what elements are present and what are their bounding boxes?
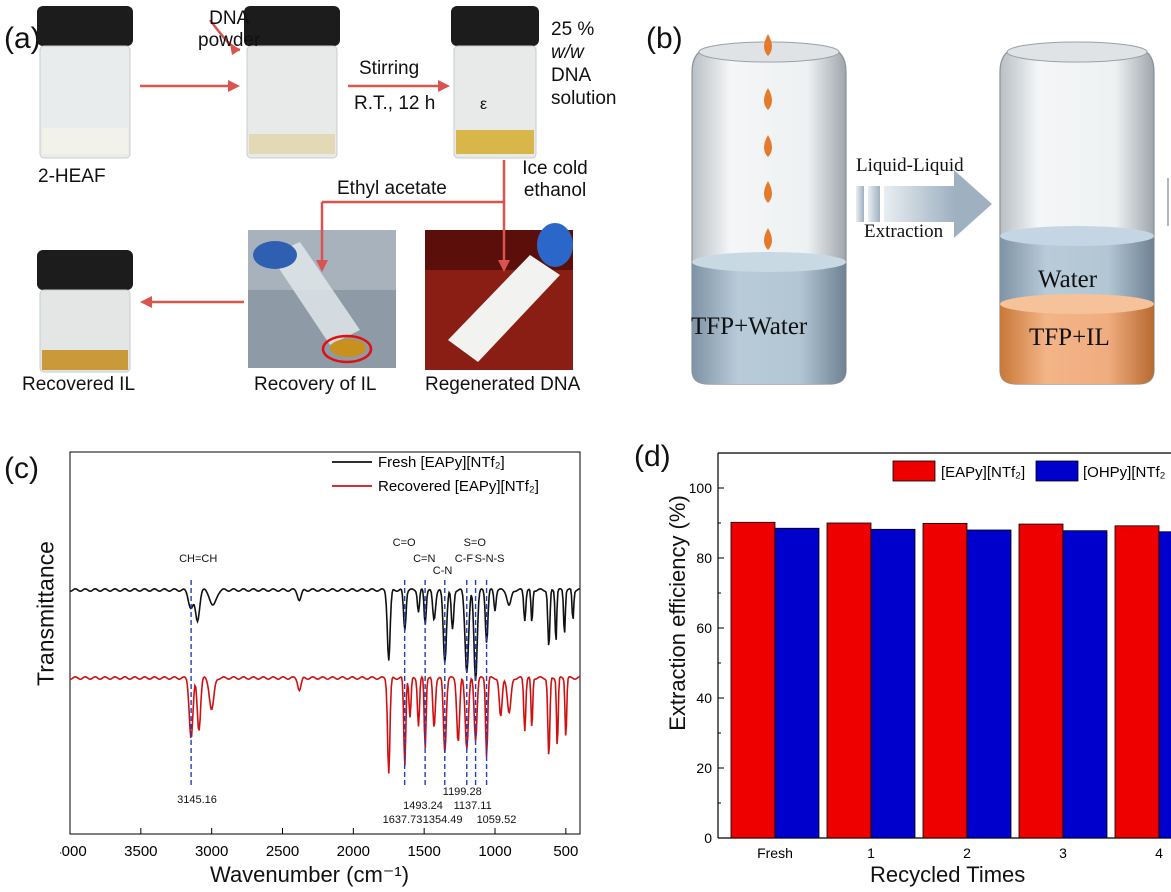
panel-b-letter: (b) <box>646 22 683 55</box>
legend-fresh-label: Fresh [EAPy][NTf₂] <box>378 454 505 471</box>
peak-value-3: 1354.49 <box>423 814 463 826</box>
xtick-label-1: 1 <box>867 845 875 861</box>
can-left <box>691 41 847 385</box>
label-rt: R.T., 12 h <box>354 93 436 114</box>
bar-chart-plot: 0 20 40 60 80 100 Fresh 1 2 3 4 [EAPy][NTf₂] [OHPy][… <box>690 452 1171 861</box>
label-regenerated-dna: Regenerated DNA <box>425 374 581 395</box>
label-water: Water <box>1038 266 1098 293</box>
legend-s2-label: [OHPy][NTf₂ <box>1083 464 1166 481</box>
panel-a-letter: (a) <box>4 22 41 55</box>
peak-label-4: C-F <box>455 553 474 565</box>
bar-s1-0 <box>730 521 776 839</box>
xtick-label-5: 1500 <box>407 843 440 860</box>
label-extraction: Extraction <box>864 221 944 242</box>
label-dna-powder: DNA powder <box>198 8 261 51</box>
bar-s1-2 <box>922 522 968 839</box>
label-recovery-of-il: Recovery of IL <box>254 374 377 395</box>
xtick-label-2: 3000 <box>195 843 228 860</box>
panel-d-xlabel: Recycled Times <box>870 862 1026 887</box>
label-2heaf: 2-HEAF <box>38 166 106 187</box>
panel-d-letter: (d) <box>634 440 671 473</box>
peak-value-4: 1199.28 <box>443 786 482 798</box>
vial-dna-solution <box>451 6 539 159</box>
label-stirring: Stirring <box>359 58 420 79</box>
panel-c-letter: (c) <box>4 452 39 485</box>
peak-label-0: CH=CH <box>179 553 217 565</box>
xtick-label-1: 3500 <box>124 843 157 860</box>
ytick-label-4: 80 <box>696 550 712 566</box>
xtick-label-0: Fresh <box>757 845 793 861</box>
ytick-label-5: 100 <box>690 480 712 496</box>
label-tfp-il: TFP+IL <box>1029 324 1110 351</box>
peak-label-5: S=O <box>464 537 487 549</box>
peak-value-5: 1137.11 <box>454 800 492 812</box>
bar-s1-1 <box>826 522 872 839</box>
ytick-label-1: 20 <box>696 760 712 776</box>
label-recovered-il: Recovered IL <box>22 374 136 395</box>
plot-frame <box>69 451 581 835</box>
photo-regenerated-dna <box>425 223 573 370</box>
label-liquid-liquid: Liquid-Liquid <box>856 155 964 176</box>
xtick-label-6: 1000 <box>478 843 511 860</box>
peak-value-2: 1493.24 <box>403 800 443 812</box>
vial-recovered-il <box>37 250 133 373</box>
bar-s2-0 <box>774 527 820 839</box>
bar-s2-3 <box>1062 530 1108 839</box>
label-ice-ethanol: Ice cold ethanol <box>522 158 588 201</box>
xtick-label-3: 2500 <box>266 843 299 860</box>
panel-d-ylabel: Extraction efficiency (%) <box>665 495 690 731</box>
panel-a-figure <box>37 6 573 373</box>
label-tfp-water: TFP+Water <box>691 313 808 340</box>
peak-label-6: S-N-S <box>475 553 505 565</box>
bar-s2-2 <box>966 529 1012 839</box>
ytick-label-3: 60 <box>696 620 712 636</box>
xtick-label-2: 2 <box>963 845 971 861</box>
vial-2heaf <box>37 6 133 159</box>
bar-s1-3 <box>1018 523 1064 839</box>
panel-c-xlabel: Wavenumber (cm⁻¹) <box>210 862 410 887</box>
bar-s2-1 <box>870 528 916 839</box>
series-fresh <box>70 587 581 681</box>
label-dna-solution: 25 % w/w DNA solution <box>551 19 617 109</box>
droplets <box>764 34 772 250</box>
xtick-label-4: 2000 <box>337 843 370 860</box>
can-right <box>999 41 1155 385</box>
xtick-label-7: 500 <box>553 843 578 860</box>
panel-c-ylabel: Transmittance <box>32 541 59 686</box>
label-ethyl-acetate: Ethyl acetate <box>337 178 447 199</box>
vial-mark: ε <box>480 96 488 113</box>
xtick-label-3: 3 <box>1059 845 1067 861</box>
peak-label-1: C=O <box>393 537 416 549</box>
vial-dna-powder <box>244 6 340 159</box>
legend-s2-swatch <box>1035 460 1079 482</box>
peak-label-2: C=N <box>413 553 435 565</box>
bar-s1-4 <box>1114 525 1160 839</box>
xtick-label-4: 4 <box>1155 845 1163 861</box>
peak-label-3: C-N <box>433 565 453 577</box>
panel-b-figure <box>691 34 1169 385</box>
xtick-label-0: 4000 <box>60 843 87 860</box>
bar-s2-4 <box>1158 531 1171 839</box>
peak-value-1: 1637.73 <box>383 814 423 826</box>
ytick-label-0: 0 <box>704 830 712 846</box>
ir-spectrum-plot: CH=CH 3145.16 C=O 1637.73 C=N 1493.24 C-N 1354.… <box>60 451 581 860</box>
peak-value-0: 3145.16 <box>177 794 217 806</box>
legend-recovered-label: Recovered [EAPy][NTf₂] <box>378 478 539 495</box>
legend-s1-label: [EAPy][NTf₂] <box>941 464 1025 481</box>
ytick-label-2: 40 <box>696 690 712 706</box>
peak-value-6: 1059.52 <box>477 814 517 826</box>
series-recovered <box>70 675 581 774</box>
extraction-arrow <box>856 170 992 238</box>
legend-s1-swatch <box>892 460 936 482</box>
